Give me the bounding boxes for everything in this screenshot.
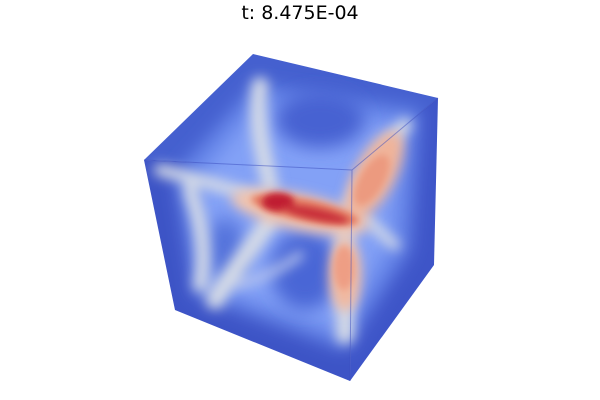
- time-label: t: 8.475E-04: [241, 2, 359, 24]
- cube-edges: [143, 97, 439, 382]
- field-layer: [154, 77, 420, 350]
